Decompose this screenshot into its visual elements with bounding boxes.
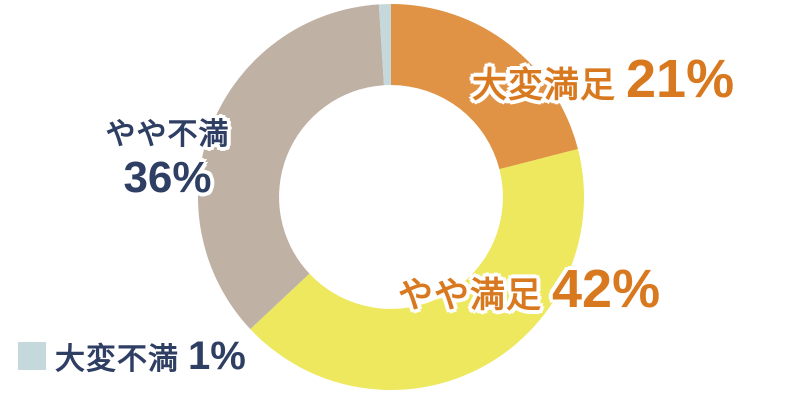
label-somewhat-dissatisfied-value: 36% — [123, 153, 212, 202]
donut-segment-somewhat-dissatisfied — [197, 4, 384, 330]
legend-very-dissatisfied: 大変不満 1% — [18, 336, 246, 376]
donut-segment-very-satisfied — [391, 4, 578, 170]
label-somewhat-dissatisfied: やや不満 36% — [90, 120, 245, 200]
donut-segment-very-dissatisfied — [378, 3, 391, 86]
label-very-satisfied-name: 大変満足 — [472, 66, 617, 105]
label-very-satisfied: 大変満足 21% — [472, 52, 734, 106]
legend-very-dissatisfied-value: 1% — [188, 334, 246, 378]
label-somewhat-satisfied-name: やや満足 — [398, 276, 543, 315]
legend-very-dissatisfied-name: 大変不満 — [55, 343, 179, 376]
label-somewhat-satisfied-value: 42% — [552, 259, 661, 319]
donut-segment-somewhat-satisfied — [250, 149, 585, 391]
legend-swatch — [18, 342, 46, 370]
label-somewhat-dissatisfied-name: やや不満 — [105, 118, 230, 151]
label-somewhat-satisfied: やや満足 42% — [398, 262, 660, 316]
label-very-satisfied-value: 21% — [626, 49, 735, 109]
